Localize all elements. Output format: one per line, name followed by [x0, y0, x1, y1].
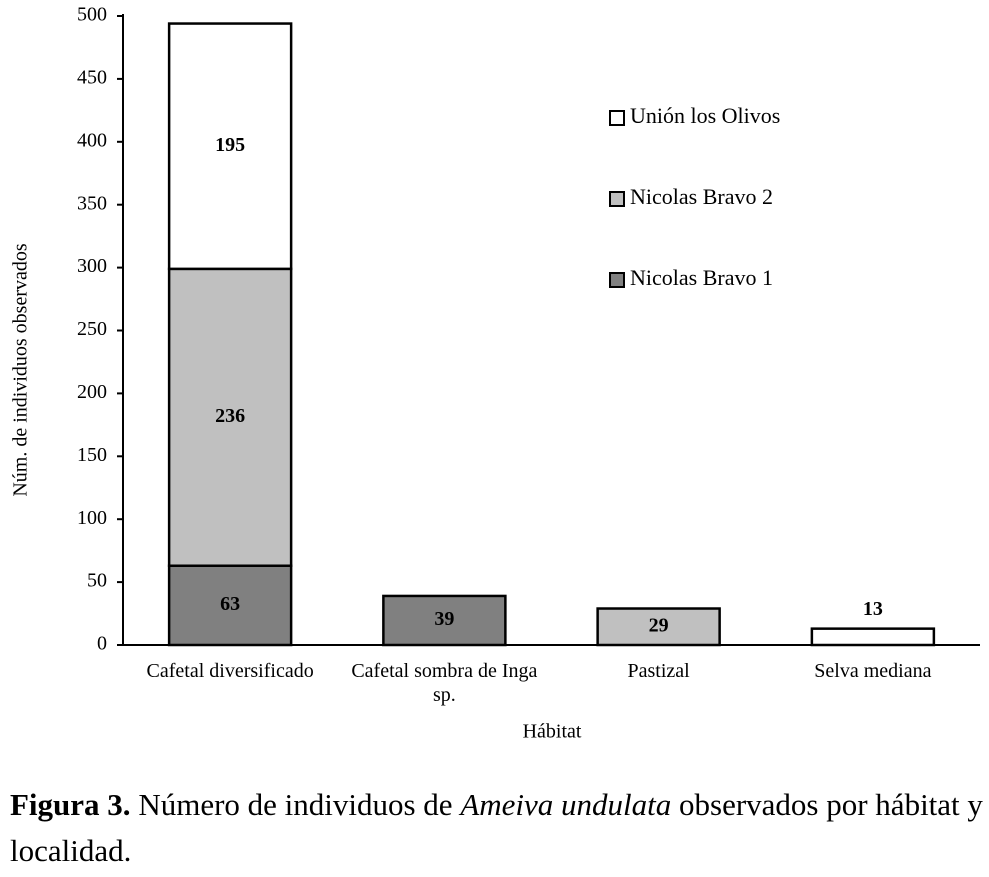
legend-swatch	[609, 191, 625, 207]
y-tick-label: 500	[77, 4, 107, 26]
caption-label: Figura 3.	[10, 787, 131, 822]
bar-segment	[167, 564, 293, 647]
y-tick-label: 0	[97, 633, 107, 655]
data-label: 63	[220, 593, 240, 615]
x-tick-label: Pastizal	[627, 660, 690, 682]
data-label: 195	[215, 134, 245, 156]
data-label: 39	[434, 608, 454, 630]
data-label: 13	[863, 598, 883, 620]
y-tick-label: 150	[77, 444, 107, 466]
y-tick-label: 350	[77, 192, 107, 214]
legend-swatch	[609, 110, 625, 126]
x-tick-label: Cafetal diversificado	[146, 660, 314, 682]
chart: Núm. de individuos observados Hábitat 0 5…	[10, 4, 980, 743]
caption: Figura 3. Número de individuos de Ameiva…	[10, 782, 985, 874]
legend-label: Nicolas Bravo 1	[630, 265, 773, 290]
legend-label: Unión los Olivos	[630, 103, 780, 128]
legend-label: Nicolas Bravo 2	[630, 184, 773, 209]
caption-text: observados por hábitat y localidad.	[10, 787, 983, 868]
bar-segment	[382, 594, 507, 647]
data-label: 236	[215, 405, 245, 427]
caption-text: Número de individuos de	[138, 787, 453, 822]
y-tick-label: 200	[77, 381, 107, 403]
y-axis-label: Núm. de individuos observados	[10, 243, 32, 497]
bar-segment	[167, 22, 293, 271]
y-tick-label: 250	[77, 318, 107, 340]
x-tick-label: Cafetal sombra de Inga sp.	[351, 660, 538, 706]
y-tick-label: 450	[77, 66, 107, 88]
bar-segment	[167, 267, 293, 567]
caption-species: Ameiva undulata	[460, 787, 672, 822]
legend-swatch	[609, 272, 625, 288]
bar-segment	[596, 607, 721, 647]
y-tick-label: 50	[87, 570, 107, 592]
bar-segment	[810, 627, 936, 647]
x-axis-label: Hábitat	[523, 721, 582, 743]
y-tick-label: 100	[77, 507, 107, 529]
y-tick-label: 300	[77, 255, 107, 277]
x-tick-label: Selva mediana	[814, 660, 932, 682]
data-label: 29	[649, 614, 669, 636]
y-tick-label: 400	[77, 129, 107, 151]
